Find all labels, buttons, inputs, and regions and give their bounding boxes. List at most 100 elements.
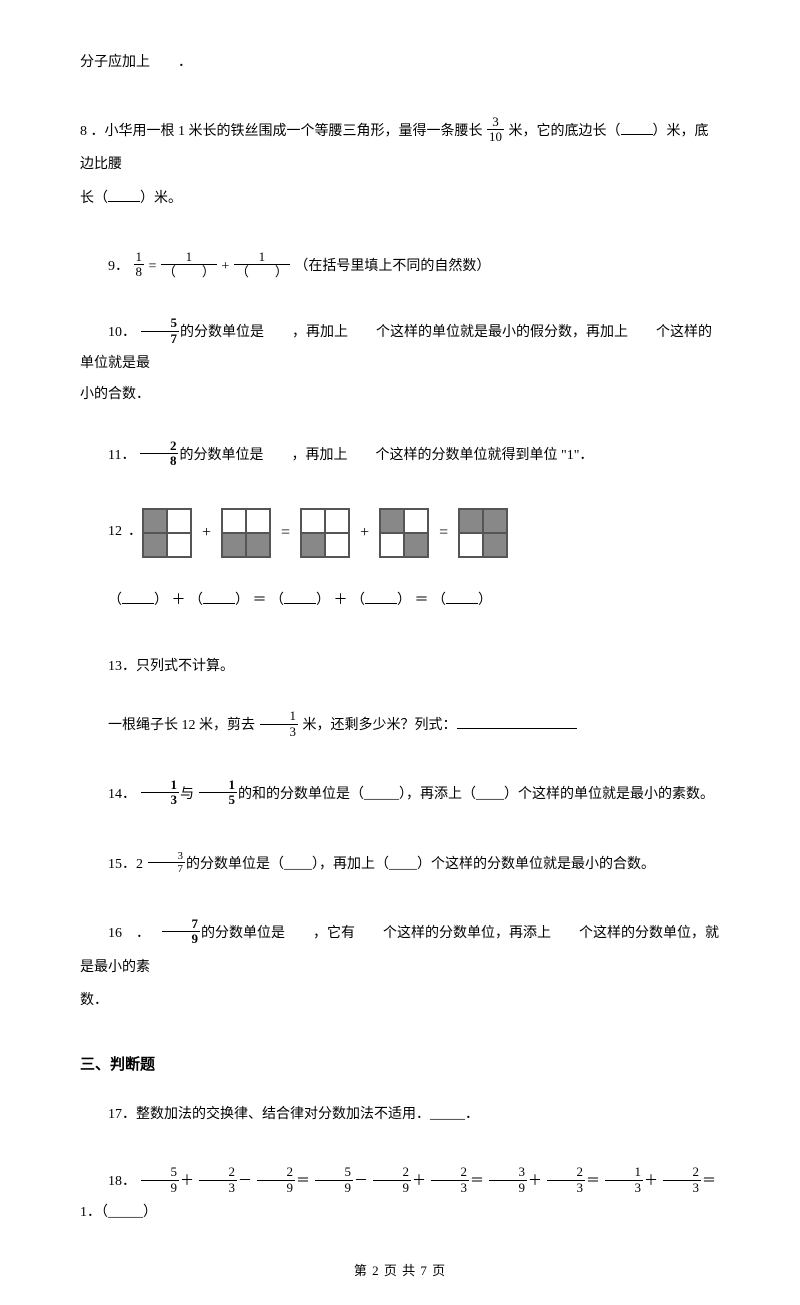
- plus-sign: +: [360, 515, 369, 550]
- cell: [483, 533, 507, 557]
- frac-num: 1: [605, 1165, 644, 1180]
- carryover-text: 分子应加上 ．: [80, 48, 720, 79]
- equals-sign: =: [439, 515, 448, 550]
- grid-1: [142, 508, 192, 558]
- q9-frac-left: 1 8: [134, 250, 145, 280]
- question-9: 9． 1 8 = 1 （ ） + 1 （ ） （在括号里填上不同的自然数）: [80, 252, 720, 283]
- question-15: 15．2 3 7 的分数单位是（____），再加上（____）个这样的分数单位就…: [80, 848, 720, 882]
- question-16: 16 ． 7 9 的分数单位是 ，它有 个这样的分数单位，再添上 个这样的分数单…: [80, 917, 720, 1018]
- q8-number: 8: [80, 124, 87, 139]
- q13-blank: [457, 715, 577, 729]
- question-14: 14． 1 3 与 1 5 的和的分数单位是（_____），再添上（____）个…: [80, 778, 720, 812]
- q18-f6: 2 3: [431, 1165, 470, 1195]
- q15-frac: 3 7: [148, 850, 186, 875]
- q18-f4: 5 9: [315, 1165, 354, 1195]
- frac-den: 9: [257, 1181, 296, 1195]
- frac-den: 3: [663, 1181, 702, 1195]
- cell: [143, 533, 167, 557]
- cell: [404, 533, 428, 557]
- q12-blank2: [203, 590, 235, 604]
- q12-blank3: [284, 590, 316, 604]
- frac-den: （ ）: [161, 265, 217, 279]
- question-8: 8 ．小华用一根 1 米长的铁丝围成一个等腰三角形，量得一条腰长 3 10 米，…: [80, 115, 720, 216]
- grid-5: [458, 508, 508, 558]
- frac-den: 3: [199, 1181, 238, 1195]
- equals-sign: =: [281, 515, 290, 550]
- plus-sign: +: [202, 515, 211, 550]
- frac-num: 2: [257, 1165, 296, 1180]
- frac-num: 1: [199, 778, 238, 793]
- q12-blank4: [365, 590, 397, 604]
- q18-f7: 3 9: [489, 1165, 528, 1195]
- q8-mid1: 米，它的底边长（: [509, 124, 621, 139]
- q16-frac: 7 9: [162, 917, 201, 947]
- frac-den: 9: [315, 1181, 354, 1195]
- q13-frac: 1 3: [260, 709, 299, 739]
- frac-num: 1: [134, 250, 145, 265]
- q8-prefix: ．小华用一根 1 米长的铁丝围成一个等腰三角形，量得一条腰长: [91, 124, 483, 139]
- frac-num: 3: [487, 115, 504, 130]
- q18-suffix: ．（_____）: [87, 1205, 157, 1220]
- frac-num: 2: [431, 1165, 470, 1180]
- frac-den: （ ）: [234, 265, 290, 279]
- frac-den: 3: [547, 1181, 586, 1195]
- frac-num: 2: [140, 439, 179, 454]
- frac-den: 9: [141, 1181, 180, 1195]
- grid-3: [300, 508, 350, 558]
- section-3-header: 三、判断题: [80, 1054, 720, 1077]
- frac-den: 8: [140, 454, 179, 468]
- frac-num: 5: [141, 1165, 180, 1180]
- q17-text: ．整数加法的交换律、结合律对分数加法不适用．_____．: [122, 1107, 479, 1122]
- frac-den: 7: [148, 863, 186, 875]
- frac-den: 7: [141, 332, 180, 346]
- frac-den: 5: [199, 793, 238, 807]
- q14-frac1: 1 3: [141, 778, 180, 808]
- q14-number: 14: [108, 787, 122, 802]
- frac-den: 3: [260, 725, 299, 739]
- frac-den: 3: [431, 1181, 470, 1195]
- cell: [380, 533, 404, 557]
- frac-num: 2: [547, 1165, 586, 1180]
- grid-2: [221, 508, 271, 558]
- frac-den: 9: [373, 1181, 412, 1195]
- cell: [483, 509, 507, 533]
- frac-den: 8: [134, 265, 145, 279]
- q12-blank1: [122, 590, 154, 604]
- carryover-content: 分子应加上 ．: [80, 55, 192, 70]
- cell: [167, 509, 191, 533]
- q8-line2a: 长（: [80, 191, 108, 206]
- cell: [301, 533, 325, 557]
- q18-f9: 1 3: [605, 1165, 644, 1195]
- q10-frac: 5 7: [141, 316, 180, 346]
- cell: [246, 533, 270, 557]
- q9-frac-mid1: 1 （ ）: [161, 250, 217, 280]
- q8-line2b: ）米。: [140, 191, 182, 206]
- q16-number: 16: [108, 926, 122, 941]
- q9-number: 9: [80, 259, 115, 274]
- q13-text2: 米，还剩多少米？列式：: [303, 718, 457, 733]
- q11-number: 11: [108, 448, 121, 463]
- q18-f5: 2 9: [373, 1165, 412, 1195]
- q18-f2: 2 3: [199, 1165, 238, 1195]
- question-11: 11． 2 8 的分数单位是 ，再加上 个这样的分数单位就得到单位 "1"．: [80, 441, 720, 472]
- q15-prefix: ．2: [122, 857, 143, 872]
- frac-num: 1: [234, 250, 290, 265]
- cell: [143, 509, 167, 533]
- frac-num: 3: [148, 850, 186, 863]
- page-footer: 第 2 页 共 7 页: [0, 1261, 800, 1281]
- q11-frac: 2 8: [140, 439, 179, 469]
- frac-num: 1: [161, 250, 217, 265]
- q15-text: 的分数单位是（____），再加上（____）个这样的分数单位就是最小的合数。: [186, 857, 655, 872]
- q9-eq: =: [149, 259, 160, 274]
- cell: [380, 509, 404, 533]
- frac-num: 2: [199, 1165, 238, 1180]
- frac-num: 1: [260, 709, 299, 724]
- frac-den: 3: [605, 1181, 644, 1195]
- q11-text: 的分数单位是 ，再加上 个这样的分数单位就得到单位 "1"．: [179, 448, 593, 463]
- question-13: 13．只列式不计算。 一根绳子长 12 米，剪去 1 3 米，还剩多少米？列式：: [80, 652, 720, 742]
- q14-mid1: 与: [180, 787, 194, 802]
- q10-number: 10: [108, 325, 122, 340]
- q10-t2: 小的合数．: [80, 380, 720, 411]
- frac-den: 9: [162, 932, 201, 946]
- q12-blank5: [446, 590, 478, 604]
